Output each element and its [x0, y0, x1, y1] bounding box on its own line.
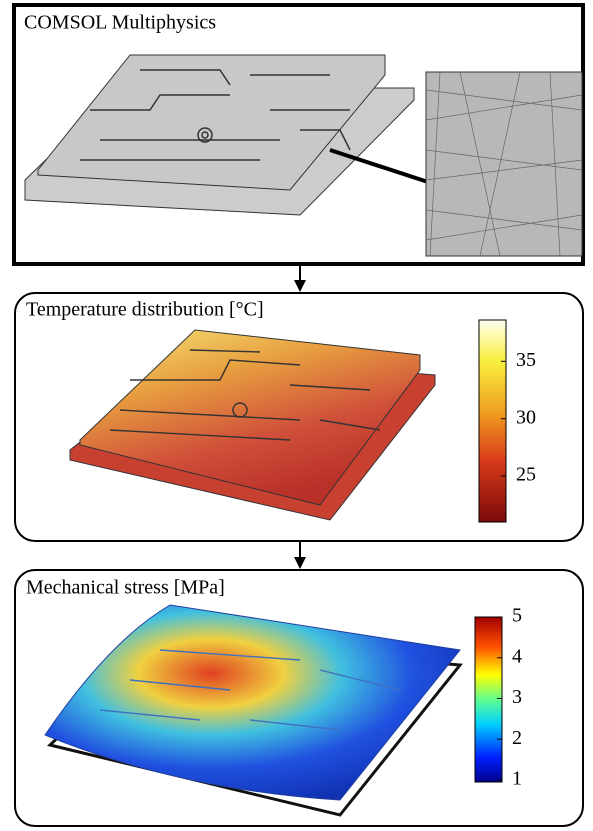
colorbar-tick-label: 2: [512, 727, 522, 749]
panel-title: Temperature distribution [°C]: [26, 299, 264, 321]
figure: COMSOL Multiphysics Temperature distribu…: [0, 0, 593, 831]
colorbar-tick-label: 35: [516, 349, 536, 371]
colorbar-tick-label: 25: [516, 464, 536, 486]
panel-title: COMSOL Multiphysics: [24, 12, 216, 34]
colorbar-tick-label: 4: [512, 645, 522, 667]
colorbar-tick-label: 30: [516, 406, 536, 428]
colorbar: [479, 320, 506, 522]
arrow-head: [294, 280, 306, 292]
panel-title: Mechanical stress [MPa]: [26, 577, 225, 599]
colorbar-tick-label: 5: [512, 605, 522, 627]
colorbar: [475, 617, 502, 782]
colorbar-tick-label: 3: [512, 686, 522, 708]
arrow-head: [294, 557, 306, 569]
colorbar-tick-label: 1: [512, 768, 522, 790]
